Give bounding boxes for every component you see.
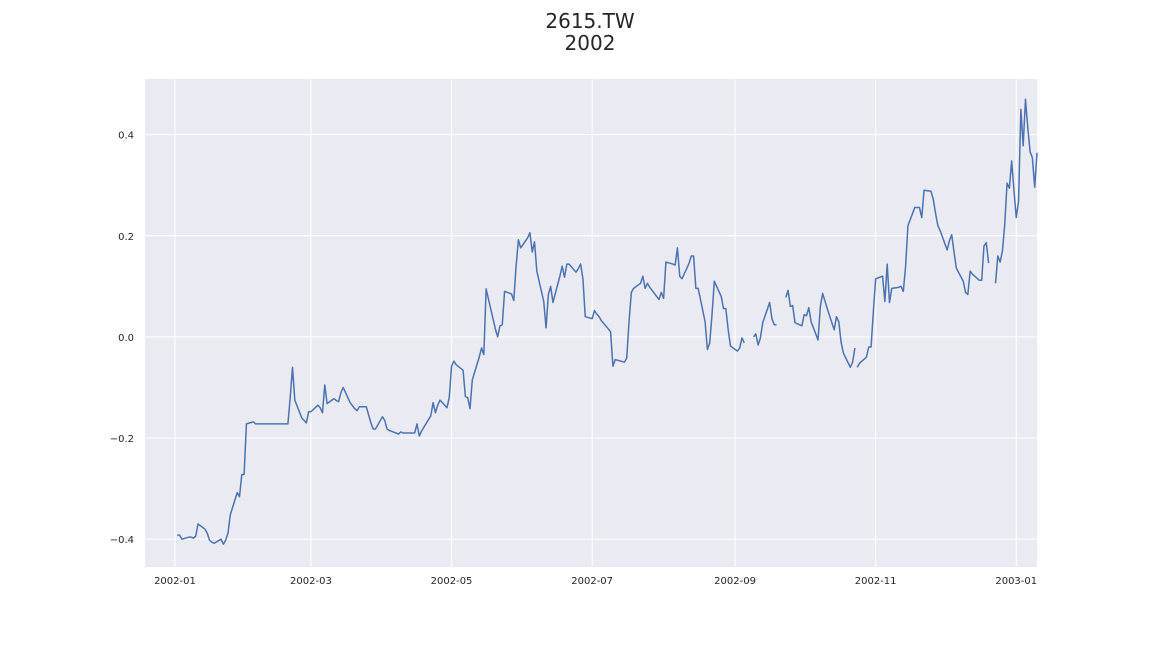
y-tick-label: 0.4	[118, 131, 134, 142]
plot-area	[145, 79, 1037, 567]
grid	[145, 79, 1037, 567]
x-axis: 2002-01 2002-03 2002-05 2002-07 2002-09 2002-…	[154, 576, 1037, 587]
y-tick-label: −0.4	[110, 535, 134, 546]
y-tick-label: −0.2	[110, 434, 134, 445]
x-tick-label: 2002-03	[290, 576, 332, 587]
x-tick-label: 2003-01	[995, 576, 1037, 587]
x-tick-label: 2002-05	[431, 576, 473, 587]
x-tick-label: 2002-09	[714, 576, 756, 587]
y-axis: −0.4 −0.2 0.0 0.2 0.4	[110, 131, 134, 547]
x-tick-label: 2002-01	[154, 576, 196, 587]
y-tick-label: 0.0	[118, 333, 134, 344]
series-line	[177, 98, 1038, 545]
x-tick-label: 2002-07	[571, 576, 613, 587]
x-tick-label: 2002-11	[855, 576, 897, 587]
chart-title: 2615.TW	[545, 9, 635, 33]
chart-subtitle: 2002	[564, 31, 616, 55]
y-tick-label: 0.2	[118, 232, 134, 243]
